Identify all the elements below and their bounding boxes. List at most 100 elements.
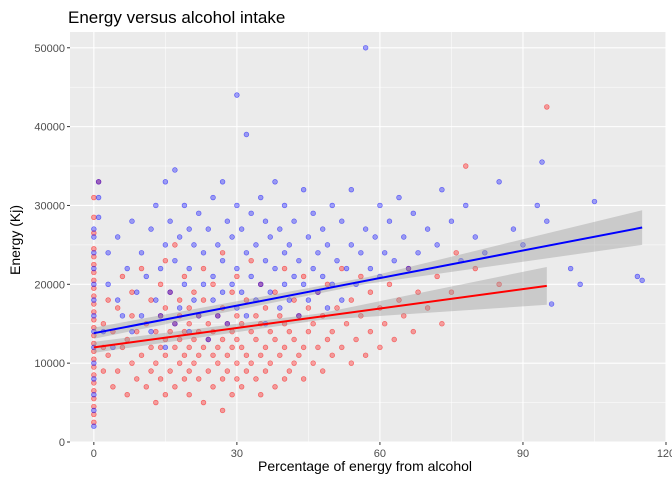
data-point	[324, 336, 331, 343]
data-point	[262, 257, 269, 264]
data-point	[258, 391, 264, 398]
trend-line	[93, 284, 547, 349]
data-point	[91, 348, 97, 355]
data-point	[320, 226, 326, 232]
data-point	[396, 297, 402, 303]
data-point	[91, 230, 97, 236]
data-point	[534, 202, 540, 209]
data-point	[300, 186, 307, 193]
data-point	[219, 289, 226, 295]
data-point	[219, 336, 226, 343]
data-point	[348, 360, 355, 366]
data-point	[272, 336, 278, 343]
data-point	[172, 384, 178, 390]
data-point	[243, 131, 250, 138]
data-point	[210, 297, 216, 303]
data-point	[362, 352, 369, 358]
data-point	[520, 242, 526, 248]
data-point	[544, 104, 550, 110]
data-point	[167, 289, 173, 295]
data-point	[234, 376, 240, 382]
data-point	[215, 313, 221, 319]
data-point	[191, 336, 197, 343]
data-point	[172, 321, 178, 327]
data-point	[329, 202, 335, 209]
data-point	[424, 305, 431, 311]
data-point	[510, 226, 517, 232]
data-point	[200, 250, 207, 256]
data-point	[162, 257, 169, 264]
data-point	[162, 305, 169, 311]
data-point	[434, 273, 440, 280]
data-point	[267, 234, 273, 240]
data-point	[286, 242, 293, 248]
data-point	[224, 218, 231, 224]
data-point	[186, 368, 192, 374]
panel-background	[70, 32, 666, 442]
data-point	[358, 313, 364, 319]
data-point	[153, 328, 159, 335]
data-point	[281, 250, 288, 256]
data-point	[91, 403, 97, 410]
data-point	[248, 273, 254, 280]
data-point	[310, 321, 316, 327]
data-point	[153, 399, 159, 406]
data-point	[496, 179, 502, 185]
data-point	[291, 360, 297, 366]
data-point	[157, 281, 164, 288]
data-point	[91, 285, 97, 291]
chart-title: Energy versus alcohol intake	[68, 8, 285, 27]
y-tick-label: 50000	[34, 43, 65, 55]
data-point	[281, 376, 288, 382]
data-point	[334, 305, 340, 311]
data-point	[91, 395, 97, 402]
data-point	[381, 250, 388, 256]
data-point	[434, 242, 440, 248]
data-point	[277, 313, 283, 319]
x-tick-label: 0	[91, 448, 97, 460]
data-point	[320, 368, 326, 374]
data-point	[248, 210, 254, 217]
data-point	[339, 218, 345, 224]
data-point	[243, 368, 250, 374]
data-point	[272, 289, 278, 295]
data-point	[386, 281, 393, 288]
data-point	[124, 265, 130, 272]
y-tick-label: 10000	[34, 358, 65, 370]
data-point	[258, 281, 264, 288]
data-point	[148, 344, 154, 351]
data-point	[162, 391, 169, 398]
data-point	[91, 380, 97, 386]
data-point	[91, 388, 97, 394]
data-point	[577, 281, 583, 288]
data-point	[243, 250, 250, 256]
data-point	[181, 376, 188, 382]
data-point	[100, 321, 107, 327]
data-point	[91, 269, 97, 276]
data-point	[219, 407, 226, 414]
data-point	[91, 324, 97, 331]
data-point	[286, 297, 293, 303]
data-point	[348, 297, 355, 303]
data-point	[358, 250, 364, 256]
x-tick-label: 60	[374, 448, 386, 460]
data-point	[91, 340, 97, 347]
data-point	[129, 289, 135, 295]
data-point	[91, 391, 97, 398]
data-point	[234, 336, 240, 343]
data-point	[176, 360, 183, 366]
data-point	[91, 356, 97, 362]
data-point	[281, 265, 288, 272]
data-point	[281, 344, 288, 351]
data-point	[196, 352, 202, 358]
data-point	[367, 328, 374, 335]
data-point	[114, 305, 121, 311]
data-point	[291, 218, 297, 224]
data-point	[424, 226, 431, 232]
data-point	[291, 336, 297, 343]
data-point	[253, 336, 259, 343]
data-point	[286, 328, 293, 335]
data-point	[305, 297, 312, 303]
data-point	[129, 360, 135, 366]
data-point	[343, 265, 350, 272]
